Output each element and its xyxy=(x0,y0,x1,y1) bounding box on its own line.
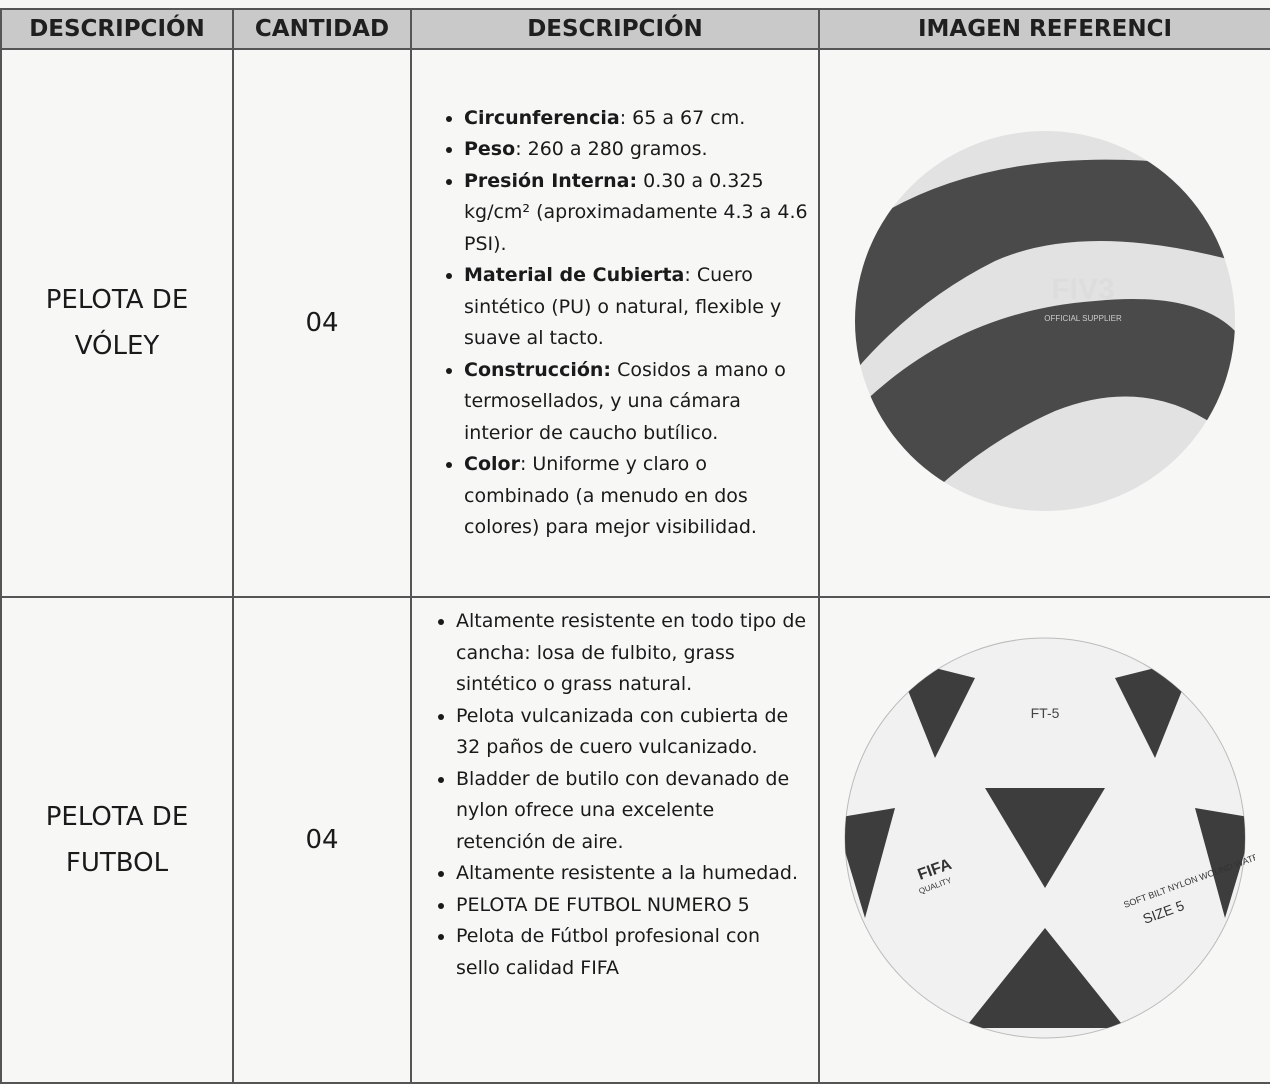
quantity: 04 xyxy=(232,596,412,1084)
item-text: 0.30 a 0.325 kg/cm² (aproximadamente 4.3… xyxy=(464,169,808,255)
item-label: Construcción: xyxy=(464,358,612,381)
bullet-item: Circunferencia: 65 a 67 cm. xyxy=(464,103,808,135)
product-name: PELOTA DE VÓLEY xyxy=(0,48,234,598)
image-cell: FT-5 FIFA QUALITY SOFT BILT NYLON WOUND … xyxy=(818,596,1270,1084)
volleyball-image: FIV3 OFFICIAL SUPPLIER xyxy=(855,131,1235,511)
bullet-item: Pelota vulcanizada con cubierta de 32 pa… xyxy=(456,701,808,764)
bullet-item: Altamente resistente a la humedad. xyxy=(456,858,808,890)
item-label: Material de Cubierta xyxy=(464,264,685,286)
item-text: : Cuero sintético (PU) o natural, flexib… xyxy=(464,264,782,349)
image-cell: FIV3 OFFICIAL SUPPLIER xyxy=(818,48,1270,598)
bullet-item: Bladder de butilo con devanado de nylon … xyxy=(456,764,808,859)
bullet-item: Material de Cubierta: Cuero sintético (P… xyxy=(464,260,808,355)
quantity: 04 xyxy=(232,48,412,598)
spec-table: DESCRIPCIÓN CANTIDAD DESCRIPCIÓN IMAGEN … xyxy=(0,8,1270,1084)
caption: OFFICIAL SUPPLIER xyxy=(1044,314,1122,323)
item-text: : Uniforme y claro o combinado (a menudo… xyxy=(464,453,757,538)
bullet-list: Altamente resistente en todo tipo de can… xyxy=(412,598,818,992)
item-text: : 65 a 67 cm. xyxy=(619,106,746,129)
description: Altamente resistente en todo tipo de can… xyxy=(410,596,820,1084)
header-cell: IMAGEN REFERENCI xyxy=(818,8,1270,50)
bullet-item: Construcción: Cosidos a mano o termosell… xyxy=(464,355,808,450)
row: PELOTA DE VÓLEY 04 Circunferencia: 65 a … xyxy=(0,48,1270,598)
item-text: Cosidos a mano o termosellados, y una cá… xyxy=(464,358,786,444)
item-label: Circunferencia xyxy=(464,106,620,129)
bullet-item: Presión Interna: 0.30 a 0.325 kg/cm² (ap… xyxy=(464,166,808,261)
bullet-list: Circunferencia: 65 a 67 cm.Peso: 260 a 2… xyxy=(412,95,818,552)
bullet-item: Peso: 260 a 280 gramos. xyxy=(464,134,808,166)
bullet-item: Color: Uniforme y claro o combinado (a m… xyxy=(464,449,808,544)
item-label: Presión Interna: xyxy=(464,169,638,192)
item-label: Color xyxy=(464,453,520,475)
row: PELOTA DE FUTBOL 04 Altamente resistente… xyxy=(0,596,1270,1084)
football-image: FT-5 FIFA QUALITY SOFT BILT NYLON WOUND … xyxy=(844,637,1270,1039)
model: FT-5 xyxy=(1031,705,1060,721)
bullet-item: Altamente resistente en todo tipo de can… xyxy=(456,606,808,701)
header-cell: DESCRIPCIÓN xyxy=(0,8,234,50)
bullet-item: Pelota de Fútbol profesional con sello c… xyxy=(456,921,808,984)
description: Circunferencia: 65 a 67 cm.Peso: 260 a 2… xyxy=(410,48,820,598)
product-name: PELOTA DE FUTBOL xyxy=(0,596,234,1084)
item-text: : 260 a 280 gramos. xyxy=(515,138,708,160)
header-row: DESCRIPCIÓN CANTIDAD DESCRIPCIÓN IMAGEN … xyxy=(0,8,1270,50)
header-cell: CANTIDAD xyxy=(232,8,412,50)
bullet-item: PELOTA DE FUTBOL NUMERO 5 xyxy=(456,890,808,922)
brand: FIV3 xyxy=(1051,273,1114,306)
header-cell: DESCRIPCIÓN xyxy=(410,8,820,50)
item-label: Peso xyxy=(464,138,516,160)
